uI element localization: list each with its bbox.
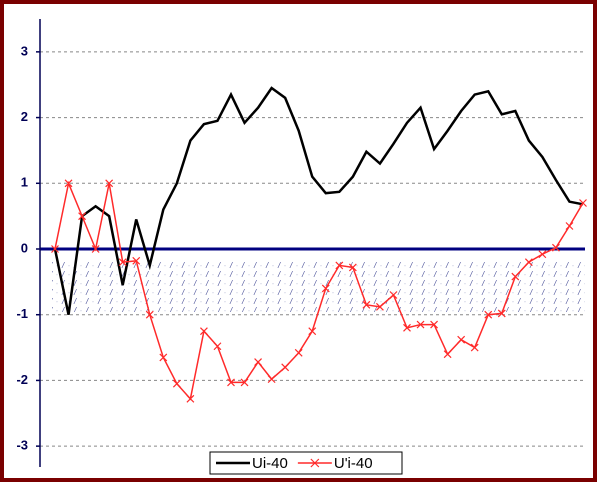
marker	[538, 250, 547, 259]
y-tick-label: -3	[16, 438, 28, 453]
marker	[64, 179, 73, 188]
marker	[227, 378, 235, 387]
marker	[51, 245, 59, 253]
marker	[294, 348, 303, 357]
marker	[213, 342, 222, 351]
marker	[551, 243, 560, 252]
marker	[389, 291, 398, 299]
series-line	[53, 86, 584, 315]
marker	[470, 343, 479, 352]
marker	[172, 379, 181, 388]
marker	[281, 363, 290, 372]
marker	[335, 261, 344, 270]
marker	[118, 258, 127, 267]
marker	[78, 212, 87, 221]
marker	[579, 199, 587, 207]
marker	[375, 302, 384, 311]
series-line	[54, 180, 584, 401]
y-tick-label: 1	[21, 175, 28, 190]
marker	[443, 350, 452, 359]
y-tick-label: 0	[21, 240, 28, 255]
marker	[565, 222, 574, 230]
marker	[321, 284, 330, 293]
marker	[267, 375, 276, 384]
marker	[511, 272, 520, 281]
marker	[254, 358, 263, 366]
marker	[524, 258, 533, 267]
marker	[362, 300, 371, 309]
hatch-band	[52, 262, 585, 312]
legend: Ui-40 U'i-40	[209, 451, 403, 475]
y-tick-label: 3	[21, 43, 28, 58]
marker	[240, 378, 249, 387]
y-tick-label: 2	[21, 109, 28, 124]
marker	[199, 327, 208, 336]
legend-marker	[310, 458, 320, 468]
marker	[308, 327, 317, 336]
marker	[91, 245, 100, 253]
marker	[403, 323, 411, 332]
marker	[416, 320, 425, 329]
y-tick-label: -1	[16, 306, 28, 321]
marker	[105, 179, 114, 188]
marker	[159, 353, 168, 362]
marker	[186, 394, 195, 403]
marker	[457, 335, 466, 344]
legend-label: Ui-40	[252, 455, 288, 472]
marker	[497, 309, 506, 318]
legend-label: U'i-40	[334, 455, 373, 472]
marker	[132, 256, 141, 265]
marker	[348, 263, 357, 272]
marker	[145, 310, 154, 319]
marker	[430, 320, 439, 329]
marker	[484, 310, 493, 319]
y-tick-label: -2	[16, 372, 28, 387]
